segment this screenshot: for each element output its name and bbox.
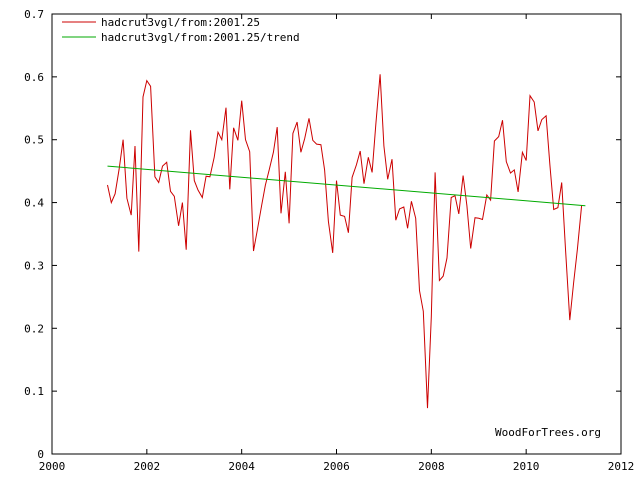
y-tick-label: 0.5 [24, 134, 44, 147]
plot-frame [51, 13, 622, 455]
y-tick-label: 0.3 [24, 259, 44, 272]
y-tick-label: 0.1 [24, 385, 44, 398]
y-tick-label: 0 [37, 448, 44, 461]
series-line-data [107, 74, 583, 409]
x-tick-label: 2004 [228, 460, 255, 473]
x-tick-label: 2012 [608, 460, 635, 473]
y-tick-label: 0.2 [24, 322, 44, 335]
x-tick-label: 2008 [418, 460, 445, 473]
legend: hadcrut3vgl/from:2001.25 hadcrut3vgl/fro… [62, 16, 300, 44]
x-tick-label: 2010 [513, 460, 540, 473]
x-tick-label: 2006 [323, 460, 350, 473]
legend-label-trend: hadcrut3vgl/from:2001.25/trend [101, 31, 300, 44]
y-tick-label: 0.7 [24, 8, 44, 21]
x-tick-label: 2002 [134, 460, 161, 473]
y-tick-label: 0.4 [24, 197, 44, 210]
credit-text: WoodForTrees.org [495, 426, 601, 439]
series-layer [107, 74, 586, 409]
axis-ticks: 2000 2002 2004 2006 2008 2010 2012 0 0.1 0.2 0.3 0.… [24, 8, 634, 473]
y-tick-label: 0.6 [24, 71, 44, 84]
x-tick-label: 2000 [39, 460, 66, 473]
series-line-trend [107, 165, 586, 207]
legend-label-data: hadcrut3vgl/from:2001.25 [101, 16, 260, 29]
